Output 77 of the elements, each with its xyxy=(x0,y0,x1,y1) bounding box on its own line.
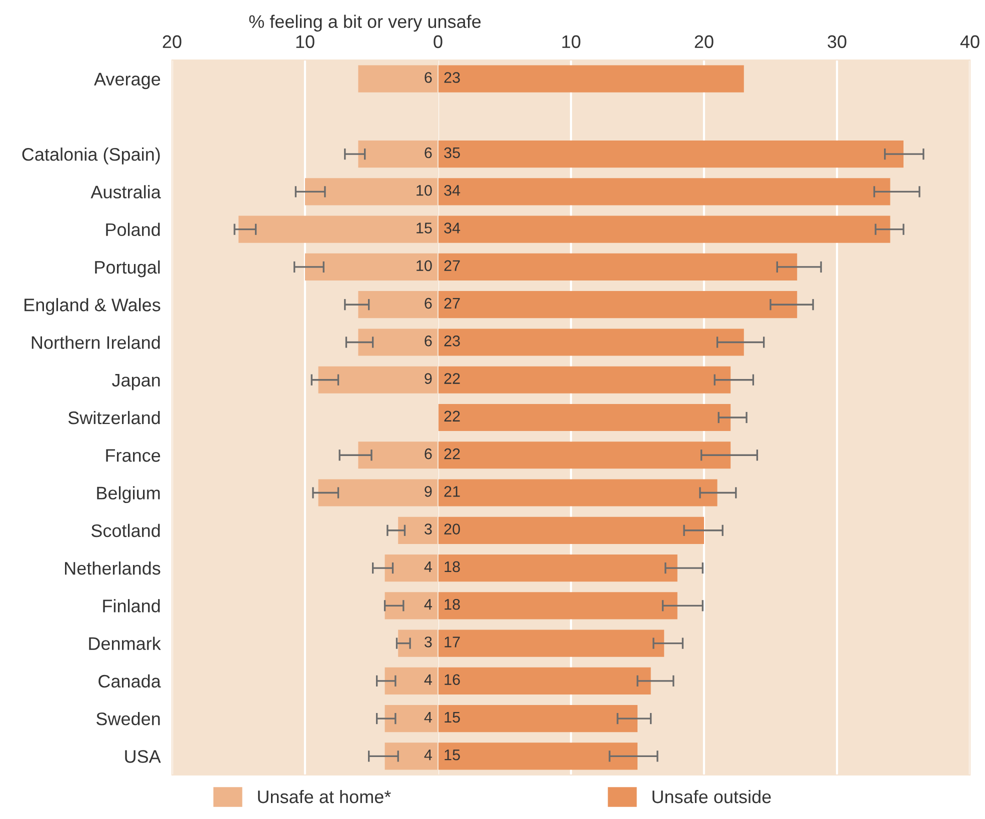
y-tick-label: Denmark xyxy=(89,636,161,650)
data-label: 10 xyxy=(416,184,432,196)
x-tick-label: 10 xyxy=(296,35,314,48)
data-label: 18 xyxy=(444,561,460,572)
x-tick-label: 0 xyxy=(434,35,442,48)
data-label: 9 xyxy=(424,373,432,384)
bar xyxy=(358,291,438,318)
data-label: 4 xyxy=(424,561,432,572)
y-tick-label: Belgium xyxy=(97,486,160,504)
bar xyxy=(384,705,438,732)
bar xyxy=(358,442,438,469)
data-label: 6 xyxy=(424,72,432,83)
x-tick-label: 40 xyxy=(960,35,980,48)
y-tick-label: England & Wales xyxy=(24,298,160,315)
data-label: 6 xyxy=(424,336,432,346)
bar xyxy=(384,554,438,582)
y-tick-label: Scotland xyxy=(91,524,160,538)
x-tick-label: 30 xyxy=(828,35,846,48)
data-label: 6 xyxy=(424,298,432,309)
y-tick-label: Average xyxy=(94,72,160,90)
data-label: 4 xyxy=(424,599,432,610)
y-tick-label: Poland xyxy=(106,222,160,236)
y-tick-label: Japan xyxy=(112,374,160,390)
x-tick-label: 20 xyxy=(162,35,182,48)
y-tick-label: Australia xyxy=(90,185,161,198)
bar xyxy=(398,630,438,657)
data-label: 18 xyxy=(444,598,460,610)
y-tick-label: Finland xyxy=(103,599,160,612)
x-tick-label: 10 xyxy=(562,35,580,48)
y-tick-label: Northern Ireland xyxy=(32,336,160,349)
data-label: 15 xyxy=(444,750,460,760)
data-label: 3 xyxy=(424,636,432,648)
y-tick-label: Sweden xyxy=(96,712,160,726)
y-tick-label: Catalonia (Spain) xyxy=(22,148,160,164)
data-label: 35 xyxy=(444,147,460,158)
y-tick-label: Canada xyxy=(98,674,161,688)
bar xyxy=(358,65,438,92)
data-label: 17 xyxy=(444,636,460,648)
data-label: 22 xyxy=(444,448,460,460)
data-label: 27 xyxy=(444,298,460,309)
data-label: 16 xyxy=(444,674,460,686)
bar xyxy=(398,516,438,544)
data-label: 10 xyxy=(416,260,432,272)
bar xyxy=(358,140,438,168)
legend-label: Unsafe outside xyxy=(652,790,771,804)
bar xyxy=(438,404,731,432)
data-label: 22 xyxy=(444,373,460,384)
y-tick-label: France xyxy=(106,449,160,462)
data-label: 9 xyxy=(424,486,432,497)
data-label: 6 xyxy=(424,448,432,460)
data-label: 3 xyxy=(424,524,432,534)
data-label: 4 xyxy=(424,712,432,723)
data-label: 27 xyxy=(444,260,460,271)
legend-label: Unsafe at home* xyxy=(258,790,391,804)
y-tick-label: Switzerland xyxy=(68,410,160,424)
data-label: 4 xyxy=(424,750,432,760)
x-tick-label: 20 xyxy=(694,35,714,48)
bar xyxy=(384,742,438,770)
data-label: 15 xyxy=(416,222,432,234)
bar xyxy=(358,328,438,356)
y-tick-label: Netherlands xyxy=(65,561,160,575)
data-label: 6 xyxy=(424,147,432,158)
y-tick-label: Portugal xyxy=(95,260,160,278)
bar xyxy=(305,178,438,206)
data-label: 4 xyxy=(424,674,432,685)
data-label: 34 xyxy=(444,222,460,234)
data-label: 23 xyxy=(444,336,460,346)
x-axis-title: % feeling a bit or very unsafe xyxy=(249,14,481,32)
y-tick-label: USA xyxy=(125,750,161,763)
data-label: 15 xyxy=(444,712,460,723)
bar xyxy=(384,592,438,620)
data-label: 34 xyxy=(444,184,460,196)
data-label: 23 xyxy=(444,72,460,83)
data-label: 22 xyxy=(444,410,460,422)
data-label: 21 xyxy=(444,486,460,497)
bar xyxy=(384,667,438,694)
data-label: 20 xyxy=(444,524,460,534)
